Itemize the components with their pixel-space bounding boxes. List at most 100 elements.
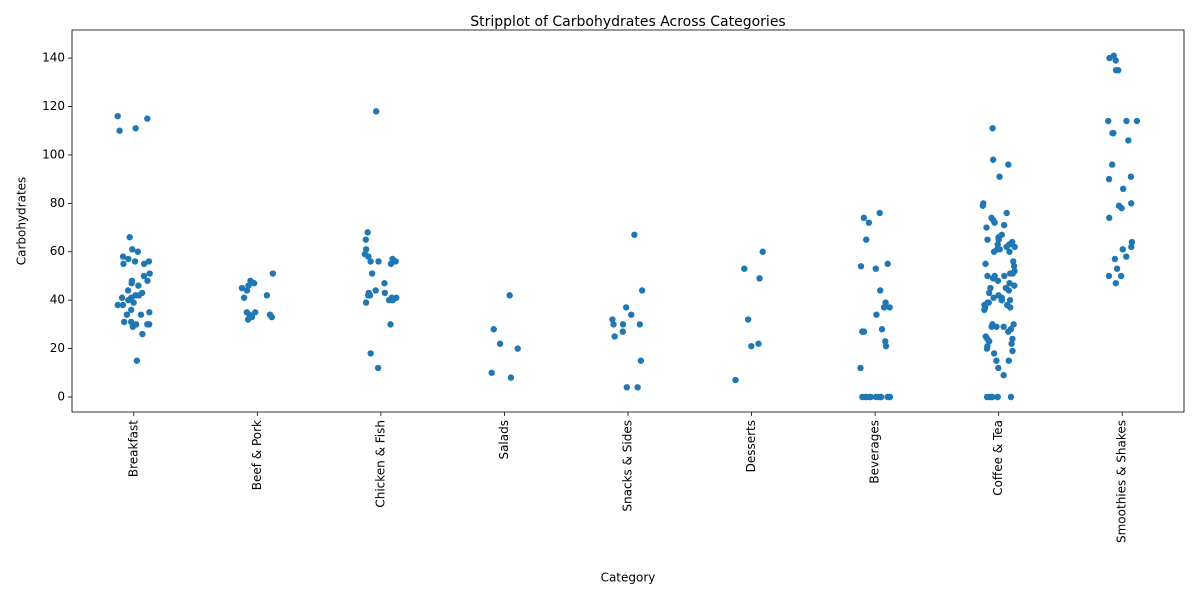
point [133,357,141,364]
point [984,236,991,243]
x-tick-label: Desserts [744,420,758,472]
point [140,260,148,268]
point [610,321,617,328]
chart-title: Stripplot of Carbohydrates Across Catego… [470,14,785,30]
point [1113,265,1121,272]
point [989,125,996,132]
point [1112,280,1120,287]
point [1006,248,1013,255]
point [114,301,121,309]
point [882,338,889,345]
point [741,265,748,272]
point [114,112,121,120]
point [116,127,123,134]
point [1123,253,1130,260]
point [994,277,1002,284]
point [638,287,646,294]
point [979,202,987,209]
point [243,287,251,294]
point [135,292,143,299]
point [995,364,1002,372]
plot-frame [71,29,1185,413]
point [144,321,151,328]
point [240,294,248,301]
point [238,284,246,292]
point [631,231,638,238]
point [994,241,1001,248]
point [860,214,868,222]
point [1011,243,1018,251]
point [128,306,135,314]
point [129,246,136,253]
point [744,316,752,323]
point [1118,204,1125,212]
point [882,342,890,350]
point [135,282,142,289]
point [862,393,869,401]
point [886,393,894,401]
point [1010,321,1017,328]
point [514,345,521,352]
point [857,364,864,372]
point [1007,393,1015,401]
point [488,369,495,376]
point [365,253,372,260]
point [123,311,131,318]
point [755,340,762,347]
point [128,280,135,287]
point [252,309,259,316]
point [884,260,891,268]
point [1128,243,1135,251]
point [1105,272,1113,280]
point [619,328,626,335]
point [387,260,395,268]
point [994,393,1001,401]
point [129,323,137,330]
point [1007,304,1014,311]
point [636,321,643,328]
point [144,115,151,122]
point [146,270,153,277]
point [250,280,258,287]
point [984,272,991,280]
point [1003,243,1010,251]
point [989,156,997,163]
point [367,350,374,357]
point [865,219,873,226]
point [140,272,148,280]
y-tick-label: 60 [50,244,65,258]
point [120,260,127,268]
point [985,289,993,297]
point [245,282,252,289]
y-tick-label: 0 [57,389,65,403]
y-tick-label: 140 [42,51,65,65]
point [1110,129,1117,137]
point [634,384,641,391]
point [867,393,875,401]
point [1005,328,1012,335]
x-tick-label: Beef & Pork [250,420,264,490]
point [381,289,389,297]
point [248,313,256,321]
point [998,296,1006,304]
point [1127,173,1135,180]
point [362,236,370,243]
point [987,284,994,292]
point [619,321,627,328]
point [1125,137,1132,144]
point [137,311,145,318]
point [372,108,380,115]
point [1000,372,1007,379]
point [268,313,276,321]
point [759,248,766,255]
point [130,299,137,306]
point [145,258,153,265]
point [993,323,1000,330]
point [748,342,755,350]
point [131,258,139,265]
point [1133,117,1141,125]
point [364,229,371,236]
point [873,311,880,318]
point [878,326,886,333]
point [120,318,128,326]
